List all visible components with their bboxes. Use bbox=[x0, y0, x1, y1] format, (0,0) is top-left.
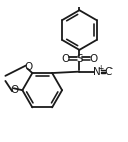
Text: C: C bbox=[104, 67, 112, 77]
Text: S: S bbox=[76, 54, 83, 64]
Text: O: O bbox=[89, 54, 98, 64]
Text: O: O bbox=[24, 62, 33, 72]
Text: O: O bbox=[61, 54, 69, 64]
Text: +: + bbox=[97, 64, 104, 73]
Text: N: N bbox=[93, 67, 101, 77]
Text: O: O bbox=[11, 85, 19, 95]
Text: -: - bbox=[110, 64, 113, 73]
